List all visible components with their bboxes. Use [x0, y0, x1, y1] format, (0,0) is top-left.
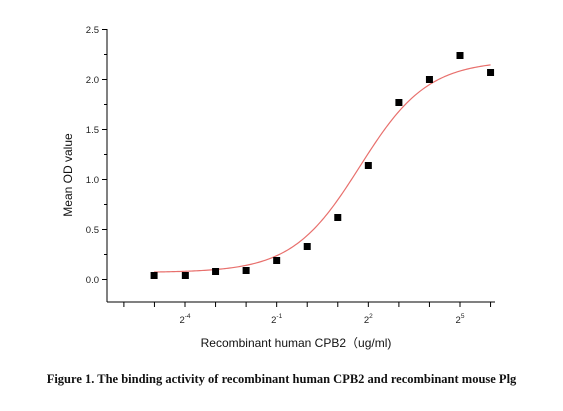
y-tick-label: 1.5 — [86, 125, 99, 136]
fit-curve — [154, 64, 491, 273]
x-ticks: 2-4 2-1 22 25 — [123, 302, 492, 326]
data-point — [364, 162, 372, 169]
x-tick-label: 2-1 — [271, 313, 282, 326]
x-tick-label: 25 — [456, 313, 465, 326]
data-point — [425, 76, 433, 83]
data-point — [395, 99, 403, 106]
y-tick-label: 2.5 — [86, 25, 99, 36]
figure-caption: Figure 1. The binding activity of recomb… — [46, 372, 517, 386]
y-tick-label: 1.0 — [86, 175, 99, 186]
data-point — [212, 268, 220, 275]
data-point — [273, 257, 281, 264]
data-point — [487, 69, 495, 76]
x-tick-label: 22 — [364, 313, 373, 326]
data-point — [150, 272, 158, 279]
data-point — [334, 214, 342, 221]
x-axis-title: Recombinant human CPB2（ug/ml) — [201, 336, 392, 350]
y-tick-label: 0.0 — [86, 275, 99, 286]
data-point — [303, 243, 311, 250]
y-ticks: 0.0 0.5 1.0 1.5 2.0 2.5 — [86, 25, 107, 286]
x-tick-label: 2-4 — [179, 313, 190, 326]
y-axis-title: Mean OD value — [61, 133, 75, 217]
data-points — [150, 52, 495, 279]
y-tick-label: 2.0 — [86, 75, 99, 86]
data-point — [242, 267, 250, 274]
data-point — [456, 52, 464, 59]
data-point — [181, 272, 189, 279]
y-tick-label: 0.5 — [86, 225, 99, 236]
